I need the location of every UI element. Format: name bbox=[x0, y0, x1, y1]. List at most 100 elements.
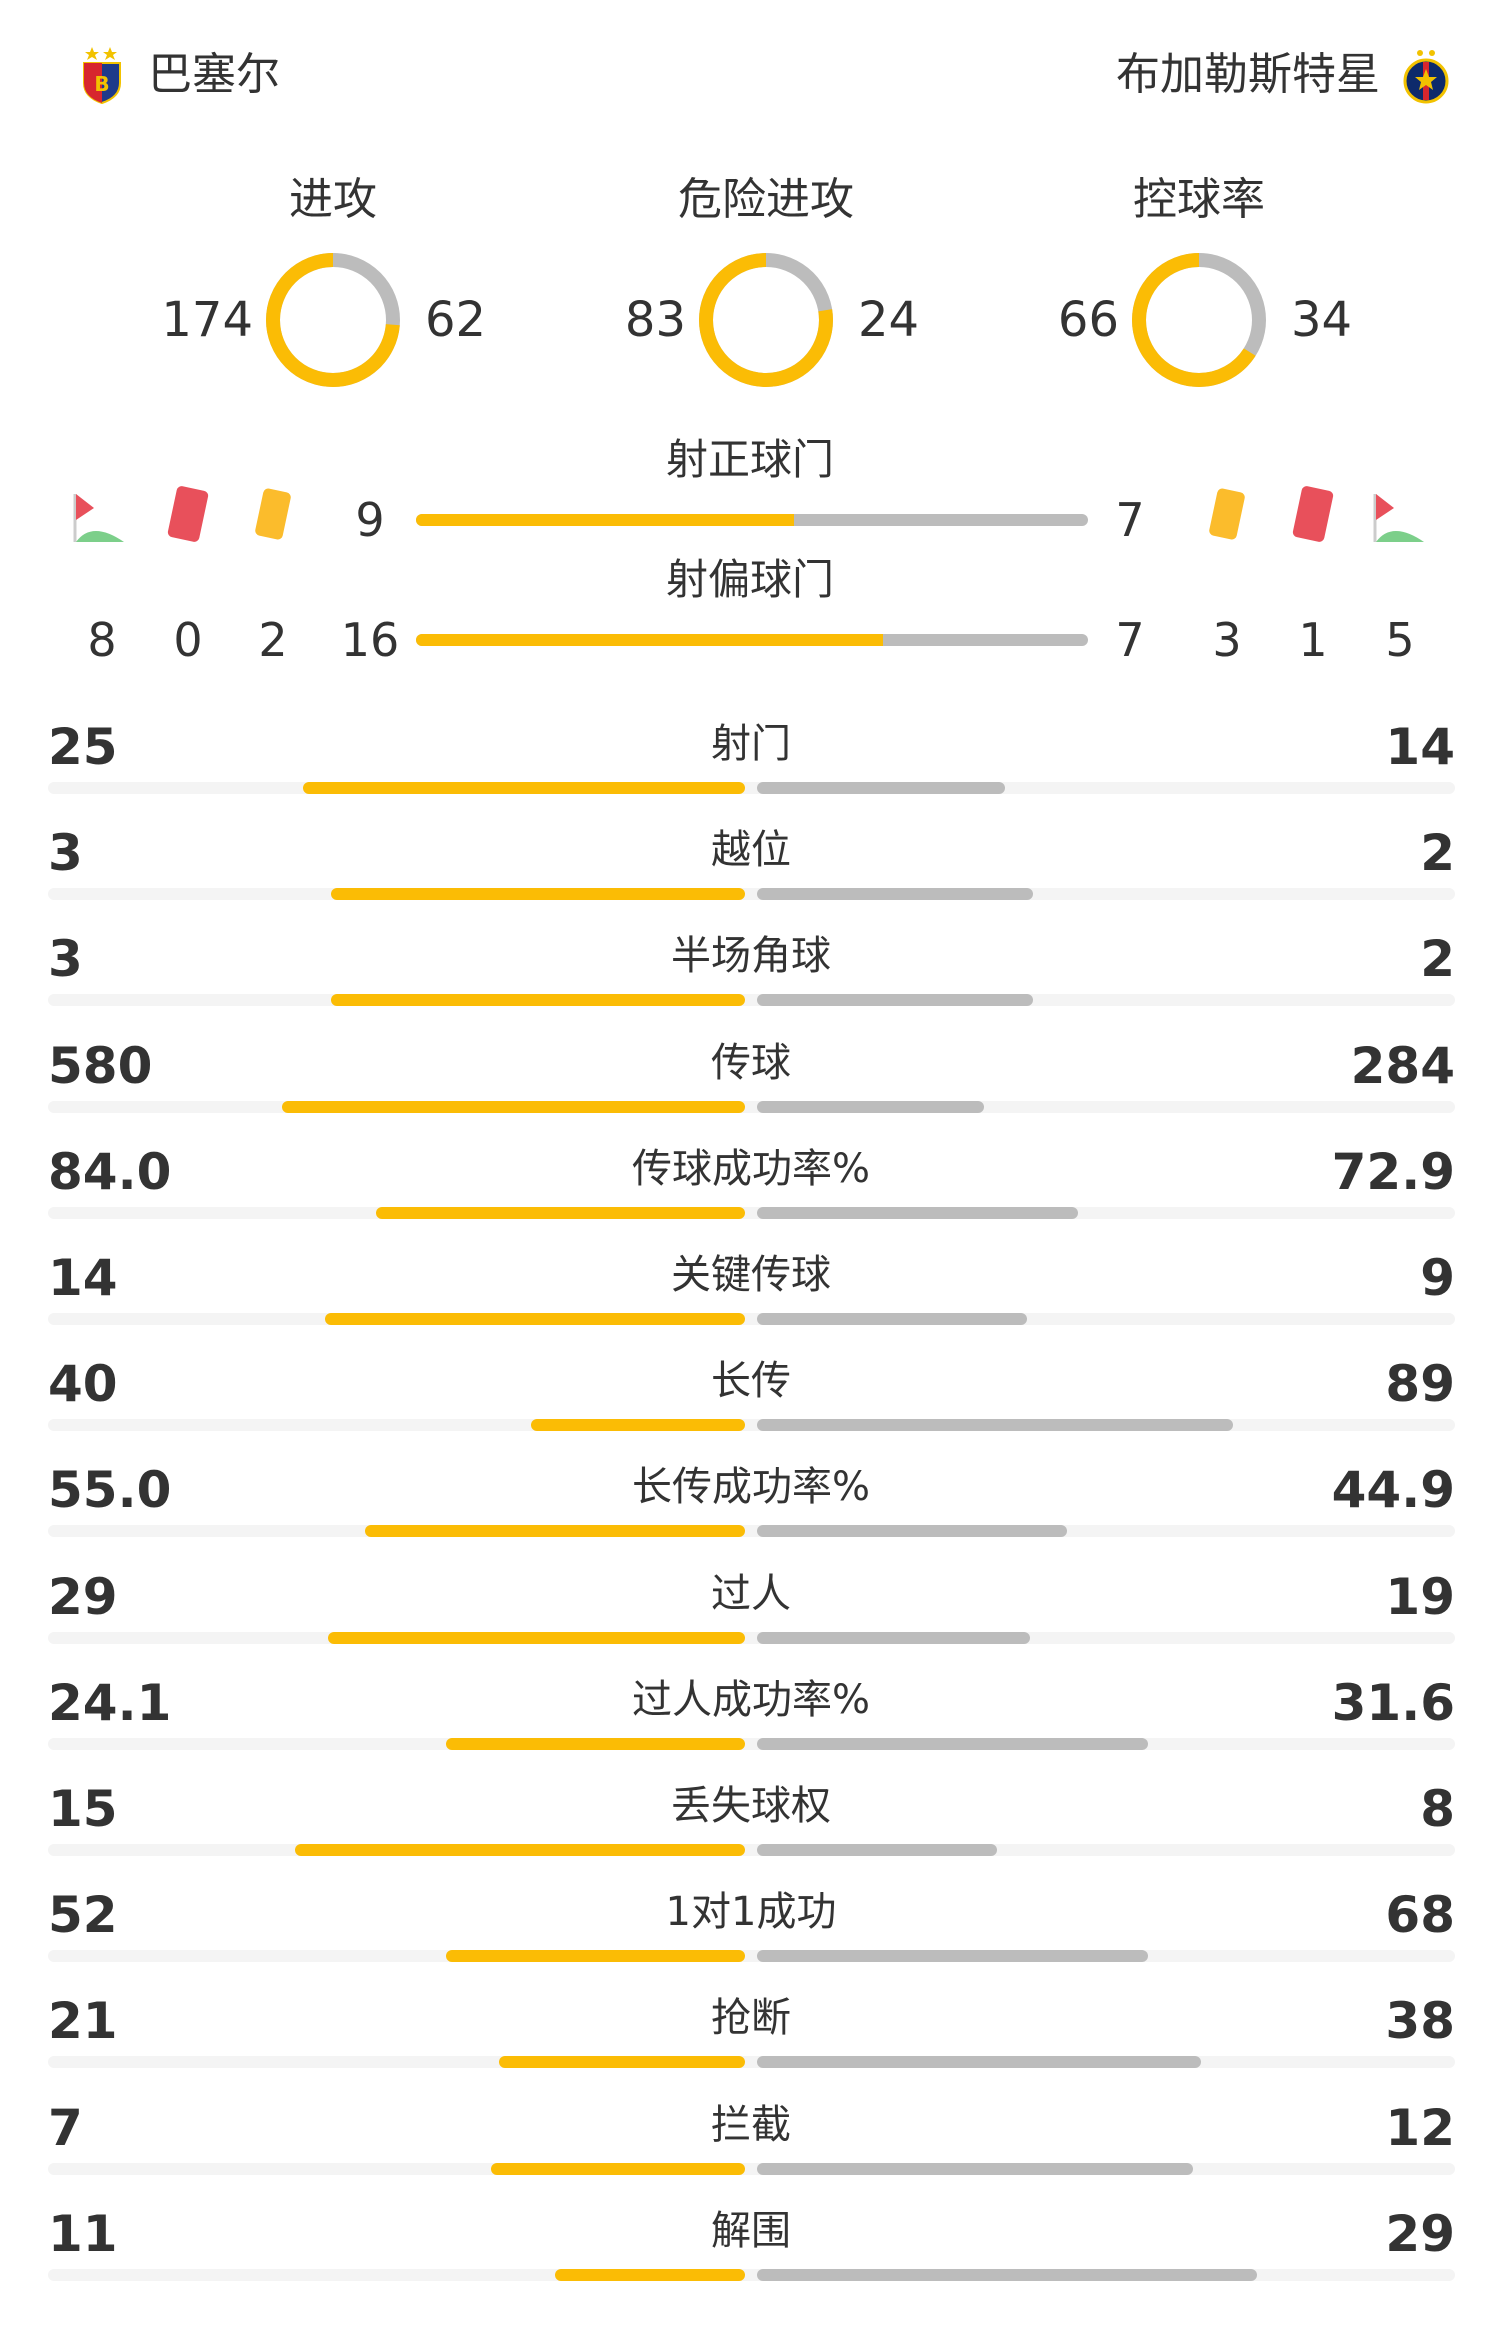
stat-home-value: 40 bbox=[48, 1355, 118, 1414]
stat-home-value: 29 bbox=[48, 1567, 118, 1626]
away-team[interactable]: 布加勒斯特星 bbox=[1116, 45, 1450, 105]
stat-home-bar bbox=[555, 2268, 745, 2281]
stat-home-bar bbox=[490, 2162, 745, 2175]
stat-track bbox=[48, 1419, 1455, 1432]
away-team-name: 布加勒斯特星 bbox=[1116, 49, 1380, 100]
stat-track bbox=[48, 1313, 1455, 1325]
ring-home-value: 83 bbox=[624, 292, 686, 348]
shots-off-target-label: 射偏球门 bbox=[665, 555, 834, 604]
stat-away-bar bbox=[757, 2056, 1202, 2069]
ring-home-arc bbox=[266, 253, 400, 387]
stat-label: 长传成功率% bbox=[631, 1464, 870, 1511]
stat-row: 25 射门 14 bbox=[48, 712, 1455, 818]
stat-away-bar bbox=[757, 1525, 1068, 1538]
ring-donut bbox=[266, 253, 400, 387]
stat-track bbox=[48, 1631, 1455, 1644]
stat-away-value: 12 bbox=[1385, 2098, 1455, 2157]
ring-donut bbox=[699, 253, 833, 387]
stat-label: 长传 bbox=[711, 1358, 791, 1405]
stat-label: 射门 bbox=[711, 721, 791, 767]
stat-home-bar bbox=[331, 888, 745, 901]
stat-away-value: 2 bbox=[1420, 824, 1455, 883]
stat-home-value: 52 bbox=[48, 1886, 118, 1945]
stat-label: 传球成功率% bbox=[631, 1145, 870, 1192]
stat-track bbox=[48, 1844, 1455, 1856]
stat-row: 55.0 长传成功率% 44.9 bbox=[48, 1455, 1455, 1561]
shots-on-target-home-fill bbox=[416, 514, 794, 526]
stat-home-bar bbox=[302, 782, 745, 794]
stat-away-bar bbox=[757, 1631, 1031, 1644]
stat-home-value: 11 bbox=[48, 2204, 118, 2263]
away-shots-off-target: 7 bbox=[1115, 613, 1145, 667]
stat-away-bar bbox=[757, 1844, 997, 1856]
stat-home-bar bbox=[446, 1950, 745, 1963]
ring-title: 危险进攻 bbox=[678, 174, 854, 225]
home-shots-off-target: 16 bbox=[340, 613, 400, 667]
stat-away-bar bbox=[757, 2162, 1193, 2175]
stat-home-value: 15 bbox=[48, 1780, 118, 1838]
yellow-card-icon bbox=[1209, 488, 1245, 540]
stat-row: 580 传球 284 bbox=[48, 1031, 1455, 1137]
stat-away-value: 68 bbox=[1385, 1886, 1455, 1945]
stat-home-bar bbox=[375, 1206, 745, 1219]
stat-home-value: 84.0 bbox=[48, 1142, 172, 1201]
stat-away-value: 31.6 bbox=[1331, 1673, 1455, 1732]
stat-home-bar bbox=[325, 1313, 745, 1325]
stat-track bbox=[48, 1100, 1455, 1113]
stat-home-value: 25 bbox=[48, 718, 118, 776]
stat-away-value: 19 bbox=[1385, 1567, 1455, 1626]
stat-home-value: 14 bbox=[48, 1249, 118, 1307]
stat-away-bar bbox=[757, 1100, 984, 1113]
red-card-icon bbox=[167, 486, 209, 542]
stat-home-bar bbox=[295, 1844, 745, 1856]
stat-track bbox=[48, 1525, 1455, 1538]
fc-basel-crest-icon: B bbox=[83, 47, 121, 105]
stat-label: 关键传球 bbox=[671, 1252, 831, 1298]
stat-home-value: 3 bbox=[48, 930, 83, 989]
stat-away-bar bbox=[757, 782, 1005, 794]
home-yellow-cards: 2 bbox=[258, 613, 288, 667]
stat-home-value: 3 bbox=[48, 824, 83, 883]
stat-home-bar bbox=[446, 1737, 745, 1750]
stat-away-bar bbox=[757, 994, 1033, 1007]
home-team[interactable]: B 巴塞尔 bbox=[78, 45, 280, 105]
stat-row: 11 解围 29 bbox=[48, 2199, 1455, 2305]
stat-away-value: 14 bbox=[1385, 718, 1455, 776]
stat-away-bar bbox=[757, 2268, 1258, 2281]
home-team-name: 巴塞尔 bbox=[148, 49, 280, 100]
ring-home-value: 174 bbox=[161, 292, 253, 348]
stat-away-value: 38 bbox=[1385, 1992, 1455, 2051]
stat-row: 3 越位 2 bbox=[48, 818, 1455, 924]
stat-label: 丢失球权 bbox=[671, 1783, 831, 1829]
stat-row: 7 拦截 12 bbox=[48, 2093, 1455, 2199]
ring-title: 进攻 bbox=[289, 174, 377, 225]
stat-home-value: 580 bbox=[48, 1036, 153, 1095]
away-yellow-cards: 3 bbox=[1212, 613, 1242, 667]
stat-away-bar bbox=[757, 1419, 1234, 1432]
stat-row: 84.0 传球成功率% 72.9 bbox=[48, 1137, 1455, 1243]
shots-off-target-home-fill bbox=[416, 634, 884, 646]
corner-flag-icon bbox=[73, 494, 124, 542]
stat-away-value: 72.9 bbox=[1331, 1142, 1455, 1201]
stat-home-bar bbox=[331, 994, 745, 1007]
stat-track bbox=[48, 2056, 1455, 2069]
stat-away-value: 8 bbox=[1420, 1780, 1455, 1838]
away-corners: 5 bbox=[1385, 613, 1415, 667]
fcsb-crest-icon bbox=[1403, 50, 1449, 104]
stat-track bbox=[48, 888, 1455, 901]
stat-home-value: 55.0 bbox=[48, 1461, 172, 1520]
svg-text:B: B bbox=[94, 72, 109, 96]
stat-row: 40 长传 89 bbox=[48, 1349, 1455, 1455]
stat-row: 24.1 过人成功率% 31.6 bbox=[48, 1668, 1455, 1774]
ring-away-value: 24 bbox=[858, 292, 920, 348]
stat-away-bar bbox=[757, 1313, 1027, 1325]
shots-on-target-label: 射正球门 bbox=[665, 435, 834, 484]
stat-away-value: 284 bbox=[1350, 1036, 1455, 1095]
stat-label: 抢断 bbox=[711, 1995, 791, 2042]
stat-track bbox=[48, 1737, 1455, 1750]
yellow-card-icon bbox=[255, 488, 291, 540]
ring-home-arc bbox=[699, 253, 833, 387]
stat-home-bar bbox=[531, 1419, 745, 1432]
stat-track bbox=[48, 1950, 1455, 1963]
stat-label: 传球 bbox=[711, 1039, 791, 1086]
